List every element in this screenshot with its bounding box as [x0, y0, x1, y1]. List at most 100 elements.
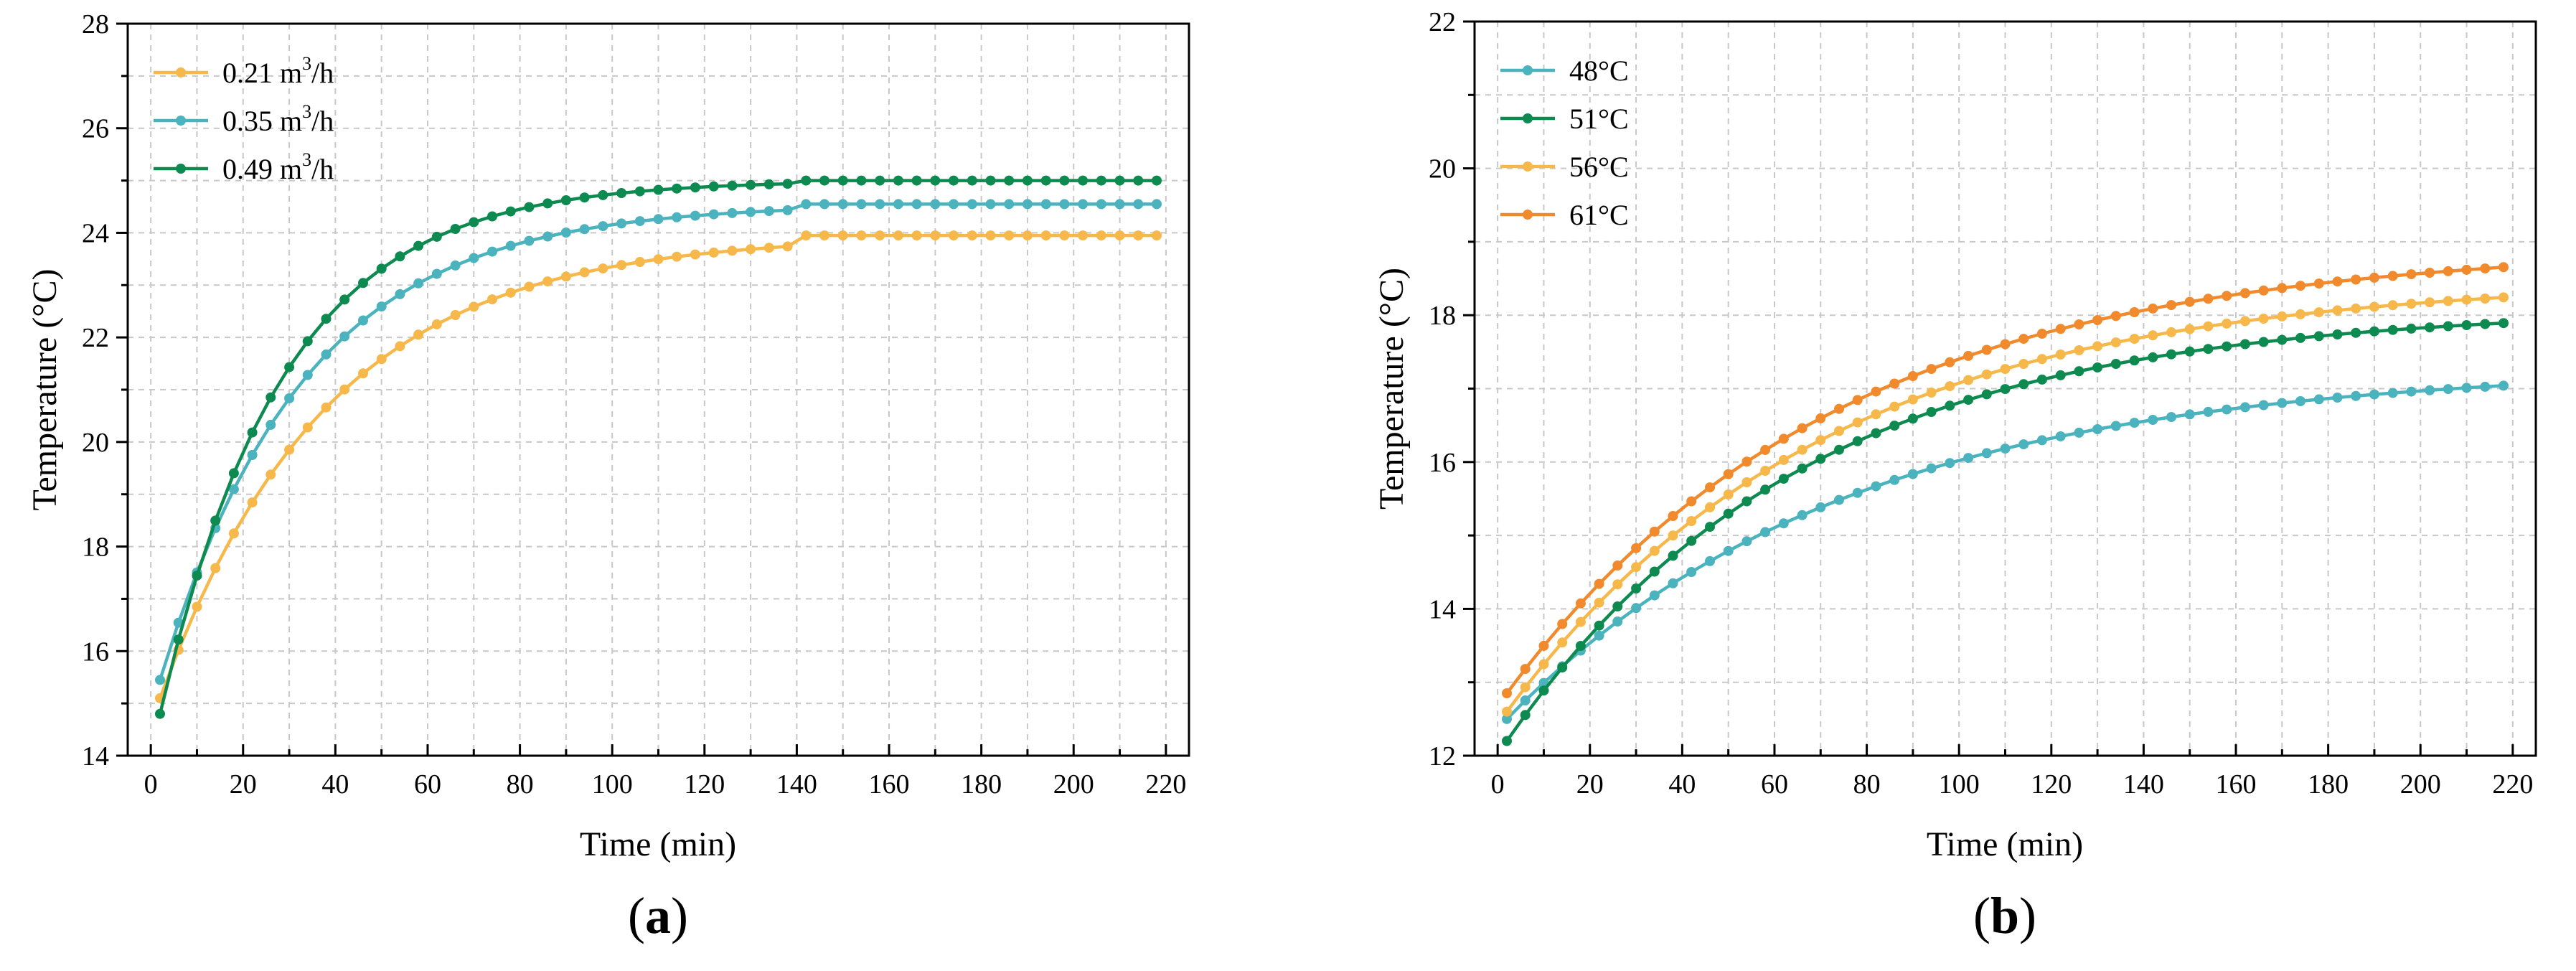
data-point: [2036, 329, 2047, 339]
data-point: [2443, 296, 2453, 306]
data-point: [1815, 454, 1826, 464]
data-point: [560, 195, 571, 205]
data-point: [2277, 311, 2288, 322]
data-point: [2258, 400, 2269, 411]
data-point: [2295, 309, 2305, 319]
data-point: [875, 230, 885, 241]
x-tick-label: 120: [684, 769, 725, 799]
data-point: [2461, 294, 2472, 305]
gridlines: [128, 24, 1189, 756]
data-point: [690, 182, 700, 193]
data-point: [2277, 398, 2288, 408]
data-point: [1004, 175, 1015, 186]
data-point: [727, 245, 738, 256]
data-point: [2369, 301, 2379, 312]
data-point: [2018, 334, 2029, 344]
data-point: [2369, 326, 2379, 337]
data-point: [2036, 374, 2047, 385]
legend-marker: [176, 67, 186, 78]
data-point: [469, 301, 479, 312]
data-point: [1114, 230, 1125, 241]
data-point: [2351, 303, 2361, 314]
data-point: [727, 207, 738, 218]
gridlines: [1475, 22, 2536, 756]
panel-label-close-paren: ): [2019, 887, 2036, 944]
data-point: [2406, 299, 2417, 309]
data-point: [1907, 371, 1918, 381]
legend-label: 0.21 m3/h: [222, 53, 334, 89]
data-point: [2369, 389, 2379, 400]
data-point: [1520, 682, 1531, 693]
data-point: [1852, 436, 1863, 446]
data-point: [801, 230, 812, 241]
data-point: [2332, 276, 2343, 287]
legend-label: 0.49 m3/h: [222, 149, 334, 185]
data-point: [2443, 321, 2453, 332]
data-point: [1852, 417, 1863, 428]
data-point: [1612, 601, 1623, 611]
data-point: [1502, 736, 1512, 746]
data-point: [155, 708, 165, 719]
data-point: [395, 289, 405, 299]
legend-unit-superscript: 3: [302, 149, 311, 170]
data-point: [708, 247, 719, 258]
data-point: [1723, 469, 1734, 479]
data-point: [2129, 355, 2140, 366]
data-point: [413, 240, 424, 251]
data-point: [1815, 435, 1826, 446]
data-point: [450, 310, 461, 320]
data-point: [1612, 616, 1623, 627]
legend-label: 0.35 m3/h: [222, 101, 334, 137]
data-point: [579, 192, 590, 203]
legend-marker: [1523, 113, 1533, 123]
legend-marker: [1523, 161, 1533, 172]
data-point: [967, 175, 977, 186]
data-point: [2480, 294, 2491, 304]
data-point: [1502, 706, 1512, 717]
data-point: [1022, 175, 1033, 186]
data-point: [1834, 426, 1844, 436]
data-point: [542, 198, 553, 209]
data-point: [2110, 311, 2121, 322]
data-point: [192, 571, 202, 581]
x-tick-label: 100: [1939, 769, 1980, 799]
panel-label-open-paren: (: [1973, 887, 1990, 944]
data-point: [2332, 329, 2343, 339]
data-point: [837, 199, 848, 210]
data-point: [1686, 516, 1697, 526]
data-point: [339, 331, 350, 342]
data-point: [413, 278, 424, 289]
y-tick-label: 28: [82, 9, 109, 39]
legend-name: 56°C: [1569, 151, 1629, 183]
data-point: [2092, 315, 2103, 325]
data-point: [1834, 494, 1844, 505]
data-point: [560, 271, 571, 282]
data-point: [2222, 404, 2232, 415]
panel-label-close-paren: ): [671, 887, 688, 944]
x-tick-label: 220: [1145, 769, 1186, 799]
data-point: [1649, 526, 1660, 537]
y-tick-label: 26: [82, 114, 109, 144]
data-point: [1538, 640, 1549, 651]
data-point: [2351, 274, 2361, 285]
data-point: [598, 189, 608, 200]
data-point: [856, 175, 867, 186]
data-point: [1631, 562, 1642, 573]
data-point: [358, 368, 368, 379]
data-point: [2461, 383, 2472, 393]
data-point: [2480, 381, 2491, 392]
data-point: [1649, 545, 1660, 556]
x-tick-label: 40: [321, 769, 349, 799]
data-point: [746, 244, 756, 255]
data-point: [2148, 303, 2158, 314]
chart-panel-b: 0 20 40 60 80 100 120 140 160 180 200 220 12 14 16 18 20…: [1373, 7, 2537, 944]
data-point: [284, 393, 295, 403]
legend-label: 48°C: [1569, 55, 1629, 87]
data-point: [2406, 386, 2417, 397]
y-tick-label: 22: [1429, 7, 1456, 37]
data-point: [1741, 496, 1752, 507]
data-point: [210, 515, 221, 526]
data-point: [450, 260, 461, 271]
data-point: [690, 210, 700, 221]
